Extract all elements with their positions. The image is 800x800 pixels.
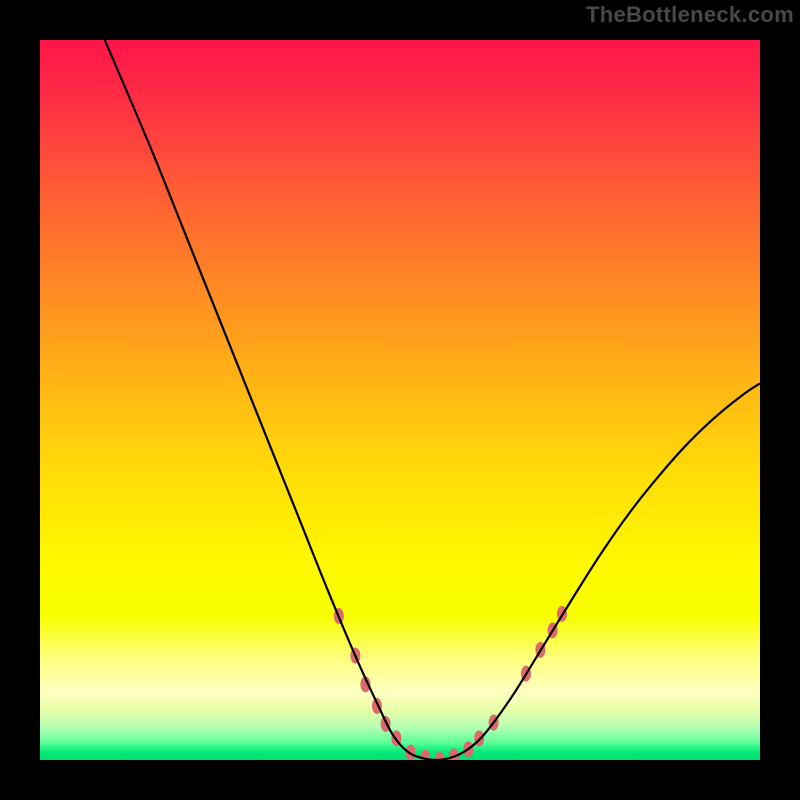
chart-frame: TheBottleneck.com [0,0,800,800]
plot-area [40,40,760,760]
watermark-text: TheBottleneck.com [586,2,794,28]
gradient-background [40,40,760,760]
